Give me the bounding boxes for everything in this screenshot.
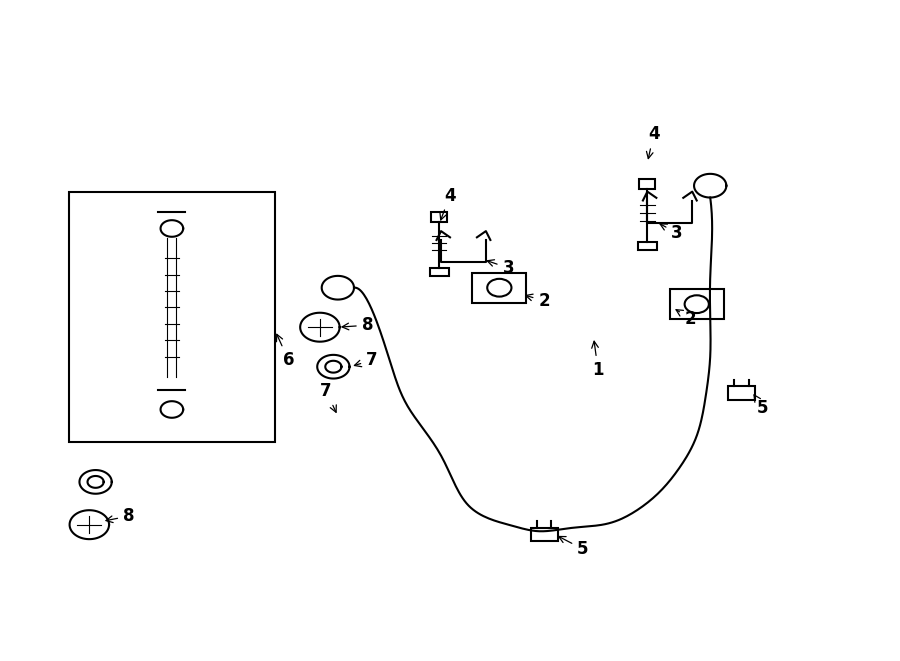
Bar (431, 212, 447, 222)
Text: 5: 5 (754, 395, 768, 416)
Text: 8: 8 (342, 316, 374, 334)
Bar (429, 268, 449, 276)
Bar (68, 192, 275, 442)
Text: 4: 4 (646, 126, 660, 159)
Text: 6: 6 (276, 334, 294, 369)
Text: 3: 3 (660, 224, 683, 242)
Text: 2: 2 (676, 309, 697, 328)
Text: 4: 4 (440, 186, 455, 220)
Bar (531, 528, 558, 541)
Bar (639, 179, 655, 189)
Bar (728, 387, 755, 400)
Text: 5: 5 (559, 537, 589, 558)
Text: 8: 8 (106, 507, 134, 525)
Bar (472, 273, 526, 303)
Bar (670, 290, 724, 319)
Text: 7: 7 (355, 351, 378, 369)
Text: 3: 3 (487, 259, 514, 277)
Text: 2: 2 (526, 292, 550, 310)
Text: 1: 1 (591, 341, 604, 379)
Bar (638, 242, 657, 250)
Text: 7: 7 (320, 382, 337, 412)
